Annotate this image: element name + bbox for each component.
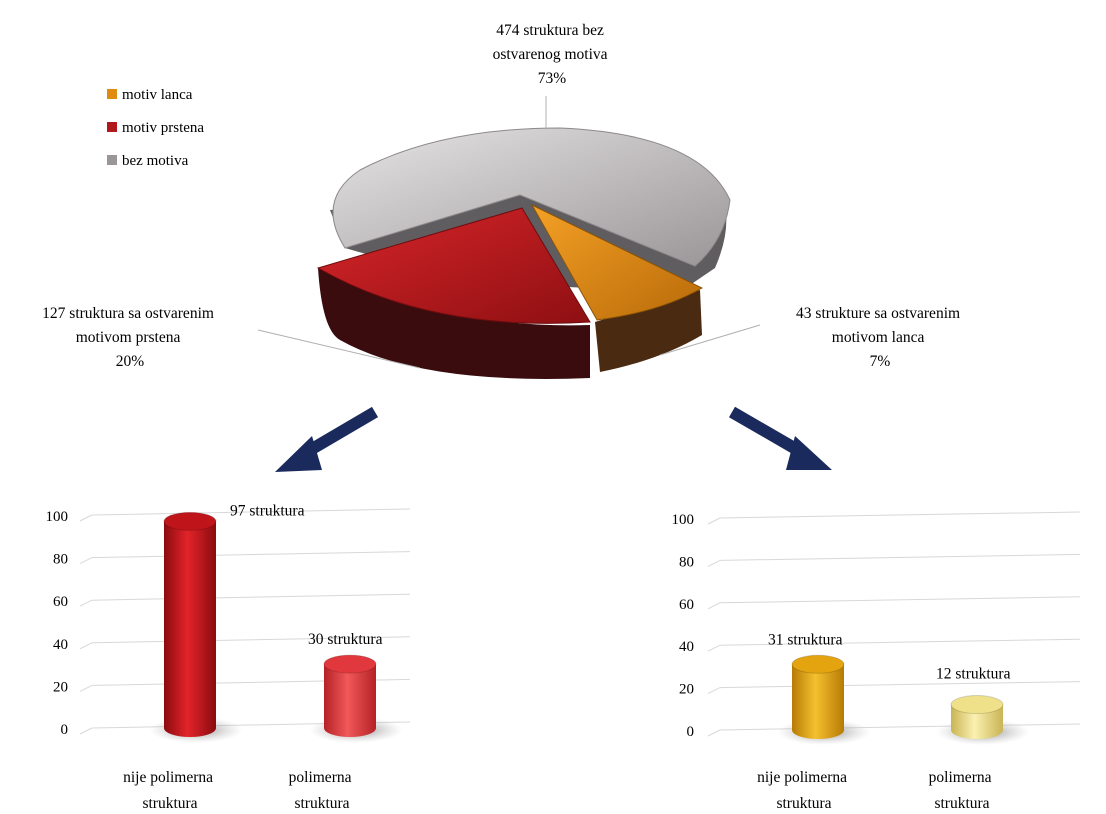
bars (777, 654, 1030, 745)
gridline (719, 511, 1081, 519)
pie-legend: motiv lanca motiv prstena bez motiva (107, 87, 204, 169)
gridline (719, 553, 1081, 561)
category-label-nije-polimerna: nije polimerna struktura (123, 769, 217, 812)
pie-label-motiv-prstena: 127 struktura sa ostvarenim motivom prst… (42, 305, 218, 370)
gridline (719, 638, 1081, 646)
gridline-side (707, 602, 721, 610)
gridlines (707, 511, 1081, 737)
y-axis-ticks: 0 20 40 60 80 100 (672, 512, 695, 740)
data-label-nije-polimerna: 97 struktura (230, 502, 305, 519)
pie-label-motiv-lanca: 43 strukture sa ostvarenim motivom lanca… (796, 305, 964, 370)
pie-slice-motiv-lanca-side (595, 290, 702, 372)
y-tick-label: 20 (679, 682, 694, 698)
data-label-polimerna: 12 struktura (936, 666, 1011, 683)
y-tick-label: 0 (61, 722, 69, 738)
bar (164, 521, 216, 737)
leader-line-motiv-lanca (659, 324, 761, 356)
y-tick-label: 60 (679, 597, 694, 613)
arrows (275, 406, 832, 472)
y-axis-ticks: 0 20 40 60 80 100 (46, 509, 69, 738)
bars (149, 511, 403, 743)
y-tick-label: 60 (53, 594, 68, 610)
gridline (719, 681, 1081, 689)
arrow-left-icon (275, 406, 379, 472)
gridline-side (707, 687, 721, 695)
category-label-nije-polimerna: nije polimerna struktura (757, 769, 851, 812)
bar-top (163, 511, 217, 531)
gridline (91, 636, 411, 644)
legend-swatch-motiv-prstena (107, 122, 117, 132)
bar-chart-motiv-prstena: 0 20 40 60 80 100 97 struktura 30 strukt… (46, 502, 411, 812)
gridline-side (707, 517, 721, 525)
pie-chart: 474 struktura bez ostvarenog motiva 73% … (42, 22, 964, 379)
bar-top (950, 695, 1004, 715)
gridline-side (79, 557, 93, 565)
pie-slice-motiv-prstena (316, 207, 591, 324)
leader-line-motiv-prstena (257, 329, 421, 369)
bar-chart-motiv-lanca: 0 20 40 60 80 100 31 struktura 12 strukt… (672, 511, 1081, 812)
category-label-polimerna: polimerna struktura (289, 769, 356, 812)
pie-label-bez-motiva: 474 struktura bez ostvarenog motiva 73% (493, 22, 612, 87)
gridline-side (707, 559, 721, 567)
pie-slice-motiv-lanca (530, 203, 704, 321)
gridline (719, 596, 1081, 604)
y-tick-label: 40 (679, 639, 694, 655)
gridline-side (707, 644, 721, 652)
gridline (91, 551, 411, 559)
data-label-polimerna: 30 struktura (308, 631, 383, 648)
gridline-side (707, 729, 721, 737)
legend-label-motiv-lanca: motiv lanca (122, 87, 193, 103)
gridline (91, 508, 411, 516)
data-label-nije-polimerna: 31 struktura (768, 631, 843, 648)
gridline-side (79, 599, 93, 607)
arrow-right-icon (728, 406, 832, 470)
legend-swatch-bez-motiva (107, 155, 117, 165)
y-tick-label: 80 (53, 552, 68, 568)
legend-swatch-motiv-lanca (107, 89, 117, 99)
y-tick-label: 100 (672, 512, 695, 528)
legend-label-bez-motiva: bez motiva (122, 153, 189, 169)
legend-label-motiv-prstena: motiv prstena (122, 120, 204, 136)
bar (951, 704, 1003, 739)
pie-slice-bez-motiva (332, 127, 731, 267)
y-tick-label: 40 (53, 637, 68, 653)
bar-top (791, 654, 845, 674)
gridline-side (79, 642, 93, 650)
y-tick-label: 80 (679, 554, 694, 570)
y-tick-label: 20 (53, 679, 68, 695)
bar-top (323, 654, 377, 674)
bar (792, 664, 844, 739)
gridline-side (79, 684, 93, 692)
y-tick-label: 100 (46, 509, 69, 525)
gridline (91, 593, 411, 601)
gridline-side (79, 514, 93, 522)
bar (324, 664, 376, 737)
category-label-polimerna: polimerna struktura (929, 769, 996, 812)
y-tick-label: 0 (687, 724, 695, 740)
gridline-side (79, 727, 93, 735)
